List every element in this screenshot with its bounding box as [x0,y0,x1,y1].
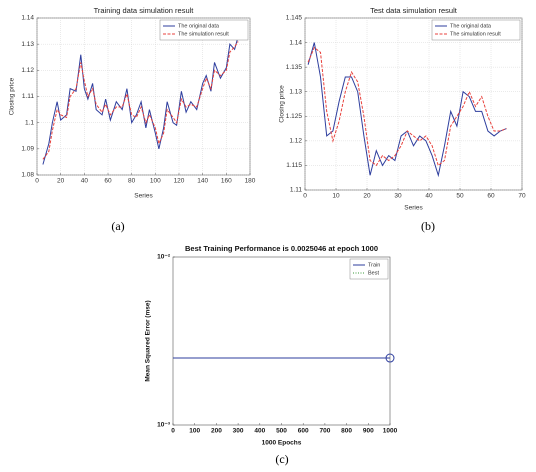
legend-label: The simulation result [450,31,501,37]
plot-area [304,17,523,191]
x-tick-label: 180 [245,178,256,185]
legend-box [159,19,249,41]
y-tick-label: 1.13 [21,41,34,48]
y-tick-label: 1.11 [290,187,303,194]
y-tick-label: 1.12 [289,138,302,145]
x-tick-label: 140 [197,178,208,185]
x-tick-label: 300 [233,428,244,435]
x-tick-label: 1000 [383,428,398,435]
x-tick-label: 900 [363,428,374,435]
caption: (b) [421,219,435,233]
y-tick-label: 10⁻² [157,254,171,261]
x-tick-label: 20 [363,193,371,200]
x-tick-label: 400 [254,428,265,435]
x-tick-label: 40 [81,178,89,185]
y-tick-label: 1.11 [22,93,35,100]
legend-box [349,258,389,280]
y-tick-label: 1.12 [21,67,34,74]
series-line [42,41,239,160]
caption: (c) [275,452,288,466]
y-axis-label: Closing price [279,85,286,123]
x-tick-label: 10 [332,193,340,200]
y-tick-label: 1.08 [21,172,34,179]
legend-box [431,19,521,41]
y-tick-label: 1.115 [286,162,302,169]
y-axis-label: Closing price [9,77,16,115]
y-tick-label: 1.14 [289,39,302,46]
y-tick-label: 1.1 [25,119,34,126]
legend-label: The original data [450,23,492,29]
x-tick-label: 50 [456,193,464,200]
caption: (a) [111,219,124,233]
chart-title: Training data simulation result [94,6,195,15]
x-axis-label: Series [134,193,153,200]
x-tick-label: 120 [174,178,185,185]
y-tick-label: 1.13 [289,88,302,95]
x-tick-label: 100 [189,428,200,435]
x-tick-label: 70 [518,193,526,200]
x-tick-label: 80 [128,178,136,185]
x-tick-label: 600 [298,428,309,435]
x-tick-label: 20 [57,178,65,185]
legend-label: The original data [178,23,220,29]
plot-area [172,256,391,426]
x-tick-label: 160 [221,178,232,185]
best-marker [385,353,395,363]
y-tick-label: 1.09 [21,146,34,153]
chart-title: Best Training Performance is 0.0025046 a… [185,244,378,253]
x-tick-label: 0 [303,193,307,200]
x-axis-label: Series [404,205,423,212]
x-axis-label: 1000 Epochs [262,440,302,447]
series-line [42,36,239,165]
y-tick-label: 1.135 [286,64,303,71]
x-tick-label: 30 [394,193,402,200]
x-tick-label: 0 [35,178,39,185]
x-tick-label: 0 [171,428,175,435]
x-tick-label: 100 [150,178,161,185]
x-tick-label: 40 [425,193,433,200]
x-tick-label: 60 [487,193,495,200]
legend-label: Train [368,262,380,268]
x-tick-label: 500 [276,428,287,435]
y-tick-label: 1.125 [286,113,303,120]
y-tick-label: 1.14 [21,15,34,22]
x-tick-label: 200 [211,428,222,435]
legend-label: Best [368,270,379,276]
series-line [307,46,507,167]
x-tick-label: 700 [319,428,330,435]
y-tick-label: 1.145 [286,15,303,22]
x-tick-label: 800 [341,428,352,435]
x-tick-label: 60 [104,178,112,185]
legend-label: The simulation result [178,31,229,37]
y-axis-label: Mean Squared Error (mse) [145,300,152,381]
y-tick-label: 10⁻³ [157,422,171,429]
chart-title: Test data simulation result [370,6,458,15]
